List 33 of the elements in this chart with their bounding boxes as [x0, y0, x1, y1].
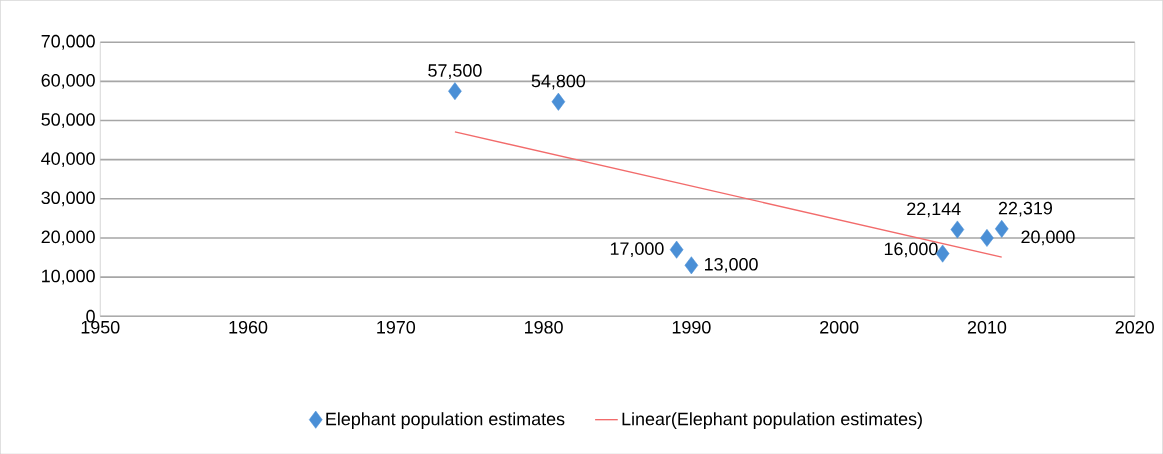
data-label: 17,000	[610, 242, 664, 257]
y-tick-label: 50,000	[41, 112, 95, 128]
y-tick-label: 20,000	[41, 230, 95, 246]
data-label: 57,500	[428, 63, 482, 79]
x-tick-label: 1950	[81, 320, 120, 334]
data-label: 22,319	[998, 201, 1052, 217]
x-tick-label: 2020	[1115, 320, 1154, 334]
y-tick-label: 0	[86, 309, 95, 323]
y-tick-label: 40,000	[41, 152, 95, 167]
x-tick-label: 1990	[672, 320, 711, 334]
data-label: 22,144	[907, 202, 961, 218]
point	[950, 220, 965, 239]
point	[669, 240, 684, 259]
point	[980, 228, 994, 247]
point	[994, 219, 1009, 238]
x-tick-label: 1980	[525, 320, 563, 334]
point	[448, 82, 462, 100]
point	[684, 256, 699, 275]
data-label: 16,000	[884, 242, 938, 258]
y-tick-label: 70,000	[41, 34, 95, 50]
y-tick-label: 60,000	[41, 73, 95, 89]
data-label: 54,800	[531, 74, 586, 90]
data-label: 13,000	[705, 257, 758, 273]
y-tick-label: 10,000	[42, 269, 95, 285]
data-label: 20,000	[1021, 230, 1075, 246]
y-tick-label: 30,000	[41, 191, 95, 206]
legend-label: Linear(Elephant population estimates)	[622, 411, 922, 429]
x-tick-label: 1970	[377, 320, 416, 334]
x-tick-label: 1960	[229, 320, 268, 334]
x-tick-label: 2000	[820, 320, 859, 334]
x-tick-label: 2010	[967, 320, 1007, 334]
point	[551, 92, 566, 111]
legend-label: Elephant population estimates	[326, 411, 565, 429]
